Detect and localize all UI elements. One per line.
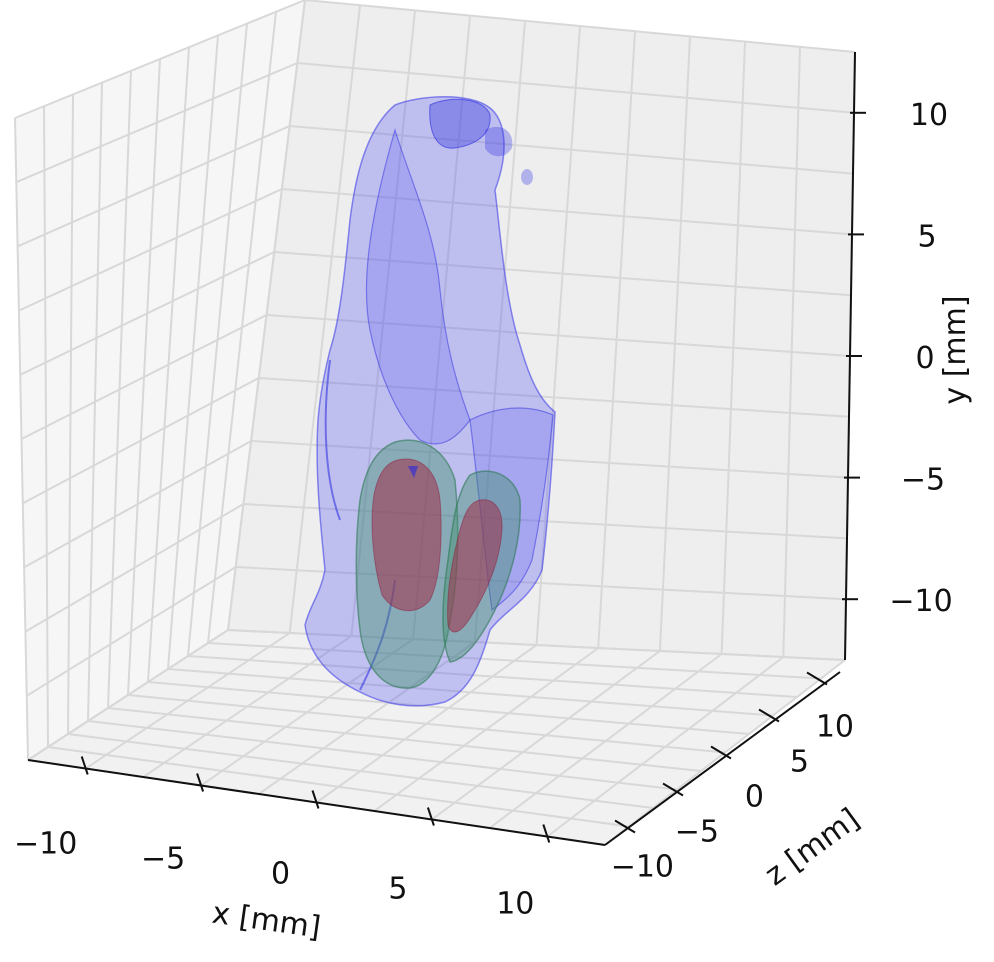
floor-grid-x-line	[431, 650, 661, 821]
back-wall-grid-x-line	[782, 46, 801, 658]
floor-grid-z-line	[67, 733, 654, 809]
z-tick-label: −10	[611, 850, 674, 885]
axis-ticks	[80, 111, 866, 843]
z-tick	[710, 745, 732, 760]
x-tick-label: −10	[14, 827, 77, 862]
z-axis-label: z [mm]	[759, 802, 866, 893]
z-tick-label: −5	[675, 815, 719, 850]
outer-surface-fragment	[521, 169, 533, 185]
y-tick-label: 10	[910, 98, 948, 133]
x-tick-label: 10	[496, 887, 534, 922]
left-wall-grid-y-line	[18, 188, 283, 312]
floor-grid-x-line	[373, 647, 599, 812]
left-wall-grid-z-line	[107, 70, 132, 709]
z-tick-label: 5	[790, 745, 809, 780]
outer-surface-top-lobe	[485, 126, 513, 157]
outer-surface-top-blob	[429, 98, 491, 149]
y-tick-label: −5	[901, 463, 945, 498]
x-tick-label: 5	[388, 872, 407, 907]
left-wall-grid-y-line	[14, 0, 306, 119]
back-wall-grid-x-line	[720, 41, 746, 655]
floor-grid-z-line	[87, 720, 678, 791]
back-wall-grid-y-line	[274, 251, 852, 297]
left-wall-grid-z-line	[43, 106, 49, 748]
z-axis-line	[604, 671, 841, 846]
left-wall-grid-z-line	[67, 94, 74, 735]
back-wall-grid-x-line	[597, 31, 636, 649]
x-tick-label: −5	[141, 842, 185, 877]
inner-surface-right-lobe	[447, 499, 503, 633]
z-tick-label: 0	[745, 780, 764, 815]
back-wall-grid-y-line	[281, 188, 853, 236]
left-wall-grid-y-line	[15, 62, 298, 184]
x-tick	[426, 807, 435, 826]
floor-pane	[28, 630, 845, 845]
surface-inner	[371, 458, 503, 633]
x-tick	[80, 756, 89, 775]
inner-surface-left-lobe	[371, 458, 442, 612]
x-tick	[542, 824, 551, 843]
y-tick-label: 0	[915, 341, 934, 376]
floor-grid-z-line	[107, 707, 702, 772]
x-tick	[311, 790, 320, 809]
back-wall-grid-y-line	[304, 0, 856, 53]
z-tick	[614, 819, 636, 834]
x-tick	[196, 773, 205, 792]
floor-grid-x-line	[489, 653, 723, 829]
z-tick-label: 10	[816, 710, 854, 745]
y-tick-label: 5	[917, 219, 936, 254]
z-tick	[662, 782, 684, 797]
left-wall-grid-y-line	[19, 251, 275, 376]
back-wall-grid-y-line	[297, 62, 855, 114]
left-wall-grid-z-line	[87, 82, 103, 722]
x-axis-label: x [mm]	[210, 896, 323, 946]
y-tick-label: −10	[889, 584, 952, 619]
floor-grid-x-line	[546, 656, 784, 838]
floor-grid-z-line	[47, 746, 630, 828]
floor-grid-x-line	[604, 659, 846, 846]
z-tick	[806, 671, 828, 686]
y-axis-label: y [mm]	[938, 295, 973, 404]
floor-grid-z-line	[127, 694, 726, 754]
z-tick	[758, 708, 780, 723]
left-wall-grid-z-line	[14, 117, 29, 761]
back-wall-grid-y-line	[289, 125, 854, 175]
back-wall-grid-x-line	[658, 36, 691, 652]
inner-surface-notch	[408, 466, 418, 478]
outer-surface-fold-left	[365, 127, 471, 445]
x-tick-label: 0	[271, 857, 290, 892]
back-wall-grid-y-line	[266, 314, 851, 357]
left-wall-grid-y-line	[21, 314, 267, 440]
left-wall-grid-y-line	[17, 125, 291, 248]
